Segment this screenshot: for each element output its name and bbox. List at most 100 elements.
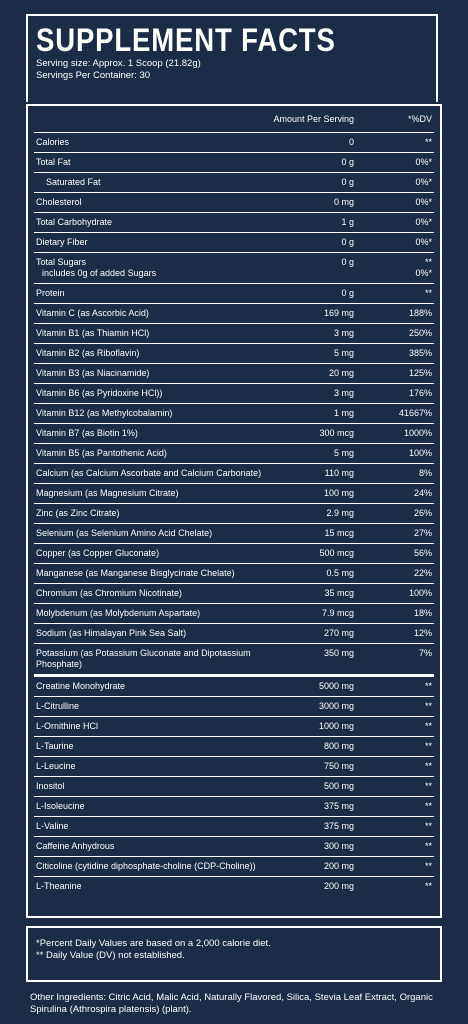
table-row: Caffeine Anhydrous 300 mg ** [34,837,434,857]
nutrient-cell: Magnesium (as Magnesium Citrate) [36,488,282,499]
table-row: L-Valine 375 mg ** [34,817,434,837]
nutrient-cell: Citicoline (cytidine diphosphate-choline… [36,861,282,872]
nutrient-name: Sodium (as Himalayan Pink Sea Salt) [36,628,187,638]
amount: 5 mg [333,448,354,458]
dv-value: 0%* [415,217,432,227]
amount: 0 mg [333,197,354,207]
daily-value: ** [354,288,432,299]
nutrient-name: L-Isoleucine [36,801,85,811]
nutrient-name: Vitamin B5 (as Pantothenic Acid) [36,448,167,458]
nutrient-cell: Creatine Monohydrate [36,681,282,692]
dv-value: ** [424,861,432,871]
table-row: L-Citrulline 3000 mg ** [34,697,434,717]
nutrient-name: Vitamin C (as Ascorbic Acid) [36,308,149,318]
amount: 0 g [341,257,354,267]
table-row: Dietary Fiber 0 g 0%* [34,233,434,253]
nutrient-name: Chromium (as Chromium Nicotinate) [36,588,183,598]
nutrient-name: Zinc (as Zinc Citrate) [36,508,120,518]
amount: 270 mg [323,628,354,638]
note: includes 0g of added Sugars [42,268,157,278]
serving-size: Serving size: Approx. 1 Scoop (21.82g) [36,58,201,69]
nutrient-cell: Vitamin B12 (as Methylcobalamin) [36,408,282,419]
daily-value: 0%* [354,217,432,228]
nutrient-name: L-Theanine [36,881,82,891]
daily-value: 250% [354,328,432,339]
table-row: Saturated Fat 0 g 0%* [34,173,434,193]
daily-value: 27% [354,528,432,539]
nutrient-cell: Caffeine Anhydrous [36,841,282,852]
nutrient-name: Vitamin B3 (as Niacinamide) [36,368,150,378]
amount: 500 mcg [319,548,354,558]
dv-value: 7% [418,648,432,658]
daily-value: 0%* [354,177,432,188]
nutrient-cell: Vitamin B5 (as Pantothenic Acid) [36,448,282,459]
table-row: Molybdenum (as Molybdenum Aspartate) 7.9 … [34,604,434,624]
dv-value: ** [424,288,432,298]
nutrient-name: Vitamin B7 (as Biotin 1%) [36,428,138,438]
amount: 15 mcg [324,528,354,538]
servings-per-container: Servings Per Container: 30 [36,70,151,81]
nutrient-cell: Potassium (as Potassium Gluconate and Di… [36,648,282,670]
nutrient-cell: Vitamin C (as Ascorbic Acid) [36,308,282,319]
dv-value: 41667% [398,408,432,418]
table-row: Total Fat 0 g 0%* [34,153,434,173]
daily-value: 176% [354,388,432,399]
table-row: Magnesium (as Magnesium Citrate) 100 mg 24… [34,484,434,504]
dv-value: 18% [413,608,432,618]
amount: 100 mg [323,488,354,498]
dv-value: ** [424,761,432,771]
daily-value: ** [354,821,432,832]
amount: 5 mg [333,348,354,358]
amount: 110 mg [324,468,354,478]
amount: 5000 mg [318,681,354,691]
daily-value: ** [354,701,432,712]
nutrient-name: Magnesium (as Magnesium Citrate) [36,488,179,498]
dv-value: 27% [413,528,432,538]
nutrient-cell: Total Sugars includes 0g of added Sugars [36,257,282,279]
daily-value: 1000% [354,428,432,439]
table-row: Cholesterol 0 mg 0%* [34,193,434,213]
nutrient-cell: Vitamin B2 (as Riboflavin) [36,348,282,359]
dv-value: 0%* [415,177,432,187]
daily-value: 18% [354,608,432,619]
table-header: Amount Per Serving *%DV [34,106,434,133]
table-row: L-Theanine 200 mg ** [34,877,434,896]
nutrient-cell: Protein [36,288,282,299]
nutrient-name: Dietary Fiber [36,237,88,247]
nutrient-name: Potassium (as Potassium Gluconate and Di… [36,648,251,669]
daily-value: ** [354,137,432,148]
amount: 0 [348,137,354,147]
dv-value: 0%* [415,197,432,207]
dv-value: ** [424,721,432,731]
table-row: L-Taurine 800 mg ** [34,737,434,757]
daily-value: 26% [354,508,432,519]
table-row: Vitamin B1 (as Thiamin HCl) 3 mg 250% [34,324,434,344]
amount: 0 g [341,177,354,187]
nutrient-cell: Manganese (as Manganese Bisglycinate Che… [36,568,282,579]
table-row: L-Ornithine HCl 1000 mg ** [34,717,434,737]
dv-value: 125% [408,368,432,378]
nutrient-name: Creatine Monohydrate [36,681,126,691]
nutrient-cell: Calcium (as Calcium Ascorbate and Calciu… [36,468,282,479]
nutrient-name: Inositol [36,781,65,791]
nutrient-name: L-Ornithine HCl [36,721,99,731]
daily-value: ** [354,861,432,872]
nutrient-name: Total Sugars [36,257,87,267]
facts-table: Amount Per Serving *%DV Calories 0 ** Total… [26,104,442,918]
table-row: Total Carbohydrate 1 g 0%* [34,213,434,233]
table-row: Copper (as Copper Gluconate) 500 mcg 56% [34,544,434,564]
nutrient-cell: Vitamin B7 (as Biotin 1%) [36,428,282,439]
table-row: Vitamin C (as Ascorbic Acid) 169 mg 188% [34,304,434,324]
table-row: L-Isoleucine 375 mg ** [34,797,434,817]
footnote: ** Daily Value (DV) not established. [36,950,185,961]
nutrient-cell: Calories [36,137,282,148]
table-row: Zinc (as Zinc Citrate) 2.9 mg 26% [34,504,434,524]
dv-value: 100% [408,588,432,598]
amount: 3 mg [333,328,354,338]
nutrient-name: Citicoline (cytidine diphosphate-choline… [36,861,256,871]
table-row: Chromium (as Chromium Nicotinate) 35 mcg 1… [34,584,434,604]
daily-value: 385% [354,348,432,359]
nutrient-name: L-Valine [36,821,69,831]
dv-value: 0%* [415,157,432,167]
daily-value: 100% [354,588,432,599]
